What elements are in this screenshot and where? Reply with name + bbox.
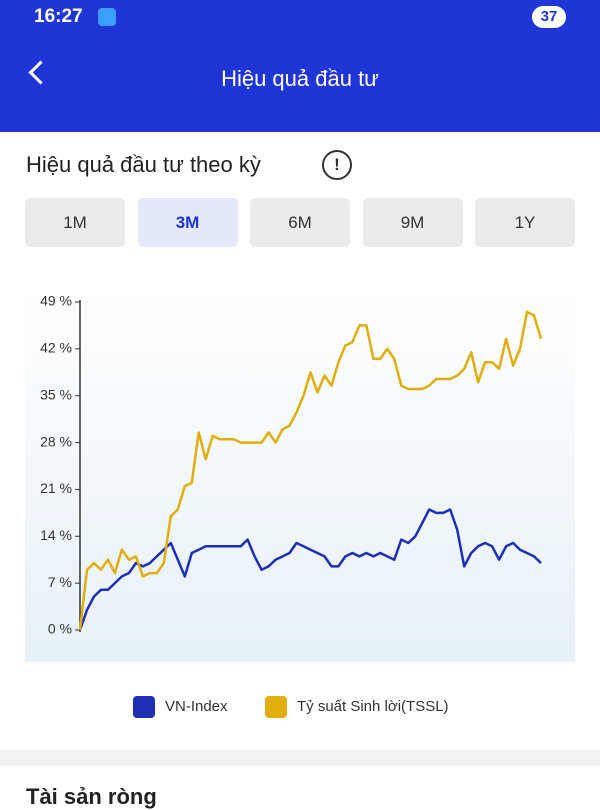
battery: 37 [532, 6, 566, 28]
legend-swatch [133, 696, 155, 719]
app-icon [98, 8, 116, 26]
period-tab[interactable]: 1Y [475, 198, 575, 247]
legend-item: Tỷ suất Sinh lời(TSSL) [265, 695, 449, 719]
info-icon[interactable]: ! [322, 150, 352, 180]
y-tick-label: 14 % [40, 527, 72, 543]
y-tick-label: 7 % [48, 574, 72, 590]
legend-label: VN-Index [165, 698, 228, 715]
section-title: Hiệu quả đầu tư theo kỳ [26, 152, 261, 177]
top-bar: 16:27 37 Hiệu quả đầu tư [0, 0, 600, 132]
series-line [78, 310, 543, 631]
series-line [78, 508, 542, 631]
y-tick-label: 42 % [40, 340, 72, 356]
y-tick-label: 21 % [40, 480, 72, 496]
legend-label: Tỷ suất Sinh lời(TSSL) [297, 698, 449, 715]
period-tab[interactable]: 9M [362, 198, 463, 247]
y-tick-label: 35 % [40, 386, 72, 402]
header-title: Hiệu quả đầu tư [221, 66, 379, 91]
period-tab[interactable]: 1M [25, 198, 125, 247]
chart-background [25, 283, 575, 662]
y-tick-label: 49 % [40, 293, 72, 309]
legend-swatch [265, 696, 287, 719]
bottom-title: Tài sản ròng [26, 784, 157, 809]
separator [0, 750, 600, 766]
legend-item: VN-Index [133, 695, 228, 719]
status-time: 16:27 [34, 6, 83, 27]
y-tick-label: 28 % [40, 433, 72, 449]
period-tab[interactable]: 6M [250, 198, 350, 247]
y-tick-label: 0 % [48, 621, 72, 637]
period-tab[interactable]: 3M [137, 198, 238, 247]
